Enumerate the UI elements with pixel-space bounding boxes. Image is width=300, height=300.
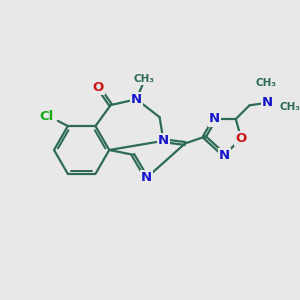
Text: CH₃: CH₃ <box>134 74 155 84</box>
Text: Cl: Cl <box>40 110 54 123</box>
Text: N: N <box>131 93 142 106</box>
Text: CH₃: CH₃ <box>256 78 277 88</box>
Text: N: N <box>262 96 273 109</box>
Text: O: O <box>92 81 104 94</box>
Text: N: N <box>219 149 230 162</box>
Text: CH₃: CH₃ <box>280 102 300 112</box>
Text: O: O <box>236 132 247 145</box>
Text: N: N <box>141 171 152 184</box>
Text: N: N <box>158 134 169 147</box>
Text: N: N <box>209 112 220 125</box>
